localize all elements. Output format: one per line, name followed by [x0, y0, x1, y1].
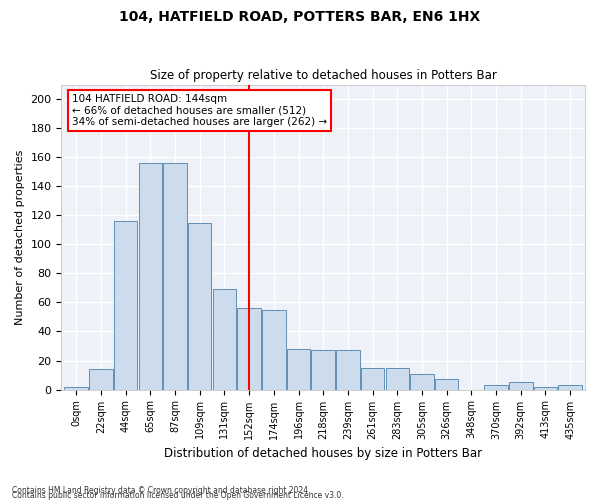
Bar	[139, 163, 162, 390]
Bar	[212, 290, 236, 390]
Bar	[336, 350, 359, 390]
Text: 104, HATFIELD ROAD, POTTERS BAR, EN6 1HX: 104, HATFIELD ROAD, POTTERS BAR, EN6 1HX	[119, 10, 481, 24]
X-axis label: Distribution of detached houses by size in Potters Bar: Distribution of detached houses by size …	[164, 447, 482, 460]
Bar	[188, 222, 211, 390]
Bar	[163, 163, 187, 390]
Bar	[64, 386, 88, 390]
Y-axis label: Number of detached properties: Number of detached properties	[15, 150, 25, 325]
Bar	[509, 382, 533, 390]
Bar	[484, 385, 508, 390]
Bar	[435, 380, 458, 390]
Bar	[262, 310, 286, 390]
Bar	[386, 368, 409, 390]
Bar	[534, 386, 557, 390]
Bar	[311, 350, 335, 390]
Bar	[114, 221, 137, 390]
Bar	[89, 369, 113, 390]
Bar	[287, 349, 310, 390]
Text: 104 HATFIELD ROAD: 144sqm
← 66% of detached houses are smaller (512)
34% of semi: 104 HATFIELD ROAD: 144sqm ← 66% of detac…	[72, 94, 327, 127]
Bar	[559, 385, 582, 390]
Text: Contains public sector information licensed under the Open Government Licence v3: Contains public sector information licen…	[12, 491, 344, 500]
Title: Size of property relative to detached houses in Potters Bar: Size of property relative to detached ho…	[150, 69, 497, 82]
Bar	[361, 368, 385, 390]
Bar	[410, 374, 434, 390]
Text: Contains HM Land Registry data © Crown copyright and database right 2024.: Contains HM Land Registry data © Crown c…	[12, 486, 311, 495]
Bar	[238, 308, 261, 390]
